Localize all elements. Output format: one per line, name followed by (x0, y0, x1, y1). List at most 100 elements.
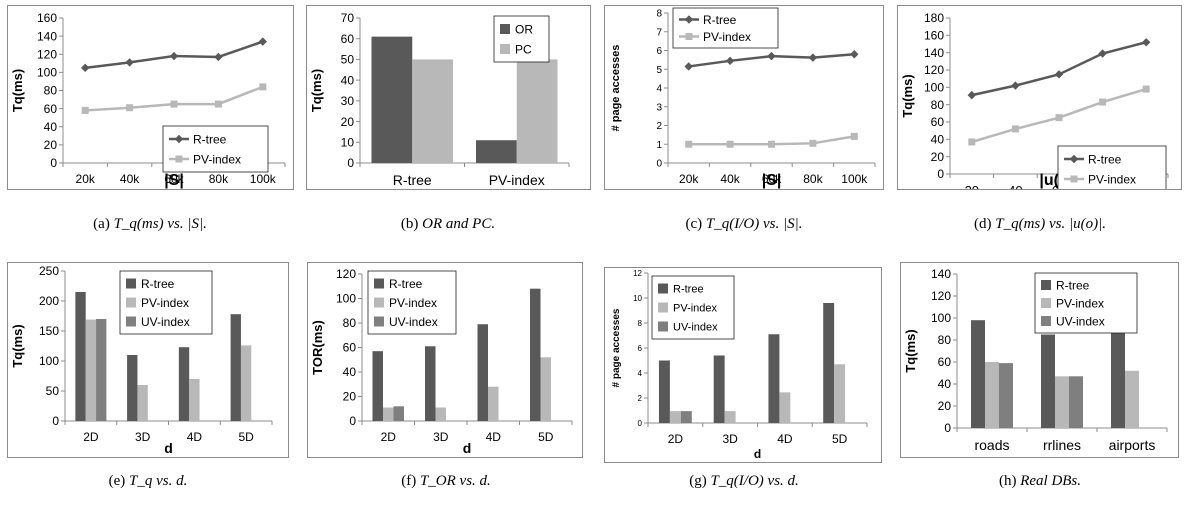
x-axis-title: d (754, 447, 761, 461)
bar (669, 411, 681, 423)
data-point (850, 132, 858, 140)
caption-f: (f) T_OR vs. d. (306, 473, 586, 490)
y-tick-label: 0 (347, 156, 354, 170)
y-tick-label: 40 (343, 365, 357, 379)
bar (1125, 370, 1139, 428)
caption-label: (b) (400, 216, 419, 232)
x-tick-label: 5D (538, 430, 554, 444)
legend-label: PV-index (141, 296, 189, 310)
data-point (170, 100, 178, 108)
bar (1055, 376, 1069, 428)
bar (488, 386, 499, 421)
y-tick-label: 10 (341, 135, 355, 149)
caption-text: T_q(ms) vs. |u(o)|. (995, 216, 1106, 232)
y-tick-label: 4 (656, 84, 662, 95)
bar (823, 303, 835, 423)
y-tick-label: 120 (924, 63, 944, 77)
x-axis-title: |S| (762, 172, 782, 189)
data-point (968, 138, 976, 146)
caption-g: (g) T_q(I/O) vs. d. (604, 473, 884, 490)
bar (1111, 330, 1125, 428)
bar (96, 319, 107, 421)
y-tick-label: 40 (931, 133, 945, 147)
y-tick-label: 80 (343, 316, 357, 330)
legend-label: PV-index (389, 296, 437, 310)
y-tick-label: 20 (931, 150, 945, 164)
chart-panel-c: 0 1 2 3 4 5 6 7 8 20k 40k 60k 80k 100k |S| # page acces… (604, 5, 884, 190)
data-point (1011, 125, 1019, 133)
bar (189, 379, 200, 421)
x-tick-label: R-tree (393, 172, 432, 188)
y-tick-label: 100 (39, 354, 59, 368)
data-point (1054, 70, 1064, 79)
bar (779, 392, 791, 423)
y-tick-label: 3 (656, 102, 662, 113)
chart-panel-e: 0 50 100 150 200 250 2D 3D 4D 5D d Tq(ms) R-tree PV-i… (7, 262, 289, 458)
chart-svg-e: 0 50 100 150 200 250 2D 3D 4D 5D d Tq(ms) R-tree PV-i… (10, 264, 273, 456)
bar (178, 347, 190, 421)
y-tick-label: 60 (343, 341, 357, 355)
y-tick-label: 150 (39, 324, 59, 338)
caption-text: T_q(I/O) vs. |S|. (705, 216, 803, 232)
data-point (1098, 49, 1107, 58)
caption-label: (e) (108, 473, 126, 489)
legend-label: R-tree (1088, 152, 1122, 166)
legend-swatch (500, 24, 510, 34)
bar (713, 355, 725, 423)
data-point (126, 104, 134, 112)
y-tick-label: 8 (638, 319, 643, 328)
legend-label: R-tree (141, 277, 175, 291)
y-tick-label: 1 (656, 140, 662, 151)
y-tick-label: 250 (39, 264, 59, 278)
x-tick-label: 40k (720, 172, 740, 186)
y-tick-label: 140 (924, 46, 944, 60)
bar (724, 411, 736, 423)
caption-label: (c) (685, 216, 703, 232)
legend-label: R-tree (1056, 278, 1090, 292)
x-tick-label: 2D (668, 432, 684, 446)
legend-label: R-tree (703, 13, 737, 27)
caption-text: Real DBs. (1020, 473, 1082, 489)
caption-text: T_q vs. d. (129, 473, 188, 489)
data-point (1055, 114, 1063, 122)
bar (127, 355, 138, 421)
x-tick-label: 2D (83, 430, 99, 444)
x-tick-label: 80k (209, 172, 229, 186)
y-tick-label: 80 (931, 98, 945, 112)
y-tick-label: 0 (944, 421, 951, 435)
y-tick-label: 8 (656, 9, 662, 20)
caption-d: (d) T_q(ms) vs. |u(o)|. (900, 216, 1180, 233)
y-tick-label: 60 (44, 102, 58, 116)
bar (658, 360, 670, 423)
x-tick-label: 40k (120, 172, 140, 186)
legend-swatch (126, 297, 136, 308)
x-tick-label: 80k (803, 172, 823, 186)
legend-box (672, 7, 779, 49)
x-tick-label: 40 (1008, 183, 1022, 189)
chart-panel-a: 0 20 40 60 80 100 120 140 160 20k 40k 60k 80k 100k |S|… (7, 5, 294, 190)
bar (516, 59, 558, 163)
bar (85, 319, 97, 421)
x-tick-label: 3D (433, 430, 449, 444)
legend-label: PV-index (1088, 172, 1136, 186)
legend-marker (1070, 175, 1078, 183)
data-point (684, 62, 693, 71)
data-point (768, 140, 775, 148)
y-tick-label: 30 (341, 94, 355, 108)
x-tick-label: 20 (965, 183, 979, 189)
bar (137, 385, 148, 421)
data-point (125, 58, 134, 67)
chart-svg-c: 0 1 2 3 4 5 6 7 8 20k 40k 60k 80k 100k |S| # page acces… (610, 7, 876, 189)
y-tick-label: 50 (46, 384, 60, 398)
x-tick-label: roads (974, 437, 1009, 453)
legend-label: UV-index (141, 315, 190, 329)
bar (75, 292, 86, 421)
caption-text: OR and PC. (422, 216, 496, 232)
data-point (81, 106, 89, 114)
x-tick-label: rrlines (1043, 437, 1081, 453)
y-tick-label: 0 (937, 167, 944, 181)
y-tick-label: 20 (938, 399, 952, 413)
bar (680, 411, 692, 423)
chart-svg-b: 0 10 20 30 40 50 60 70 R-tree PV-index Tq(ms) OR PC (309, 11, 570, 188)
y-tick-label: 7 (656, 27, 662, 38)
